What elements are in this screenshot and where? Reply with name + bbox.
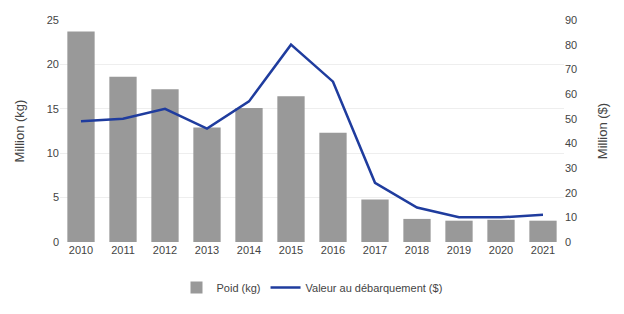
svg-text:25: 25 — [47, 14, 59, 26]
svg-text:2020: 2020 — [489, 244, 513, 256]
svg-text:20: 20 — [47, 58, 59, 70]
svg-text:5: 5 — [53, 191, 59, 203]
svg-text:Valeur au débarquement ($): Valeur au débarquement ($) — [306, 282, 443, 294]
svg-text:2019: 2019 — [447, 244, 471, 256]
svg-text:70: 70 — [565, 63, 577, 75]
svg-text:2015: 2015 — [279, 244, 303, 256]
svg-text:Million ($): Million ($) — [595, 103, 610, 159]
svg-text:2010: 2010 — [69, 244, 93, 256]
svg-text:15: 15 — [47, 103, 59, 115]
svg-text:Poid (kg): Poid (kg) — [217, 282, 261, 294]
svg-text:10: 10 — [565, 211, 577, 223]
svg-text:40: 40 — [565, 137, 577, 149]
svg-text:10: 10 — [47, 147, 59, 159]
svg-text:20: 20 — [565, 187, 577, 199]
svg-text:50: 50 — [565, 113, 577, 125]
svg-text:2017: 2017 — [363, 244, 387, 256]
svg-text:2018: 2018 — [405, 244, 429, 256]
svg-text:2012: 2012 — [153, 244, 177, 256]
svg-text:60: 60 — [565, 88, 577, 100]
svg-text:0: 0 — [53, 236, 59, 248]
svg-text:80: 80 — [565, 39, 577, 51]
svg-text:2021: 2021 — [531, 244, 555, 256]
svg-text:2011: 2011 — [111, 244, 135, 256]
svg-text:2013: 2013 — [195, 244, 219, 256]
svg-text:2014: 2014 — [237, 244, 261, 256]
svg-text:2016: 2016 — [321, 244, 345, 256]
svg-text:90: 90 — [565, 14, 577, 26]
svg-text:30: 30 — [565, 162, 577, 174]
svg-text:Million (kg): Million (kg) — [12, 100, 27, 163]
svg-text:0: 0 — [565, 236, 571, 248]
